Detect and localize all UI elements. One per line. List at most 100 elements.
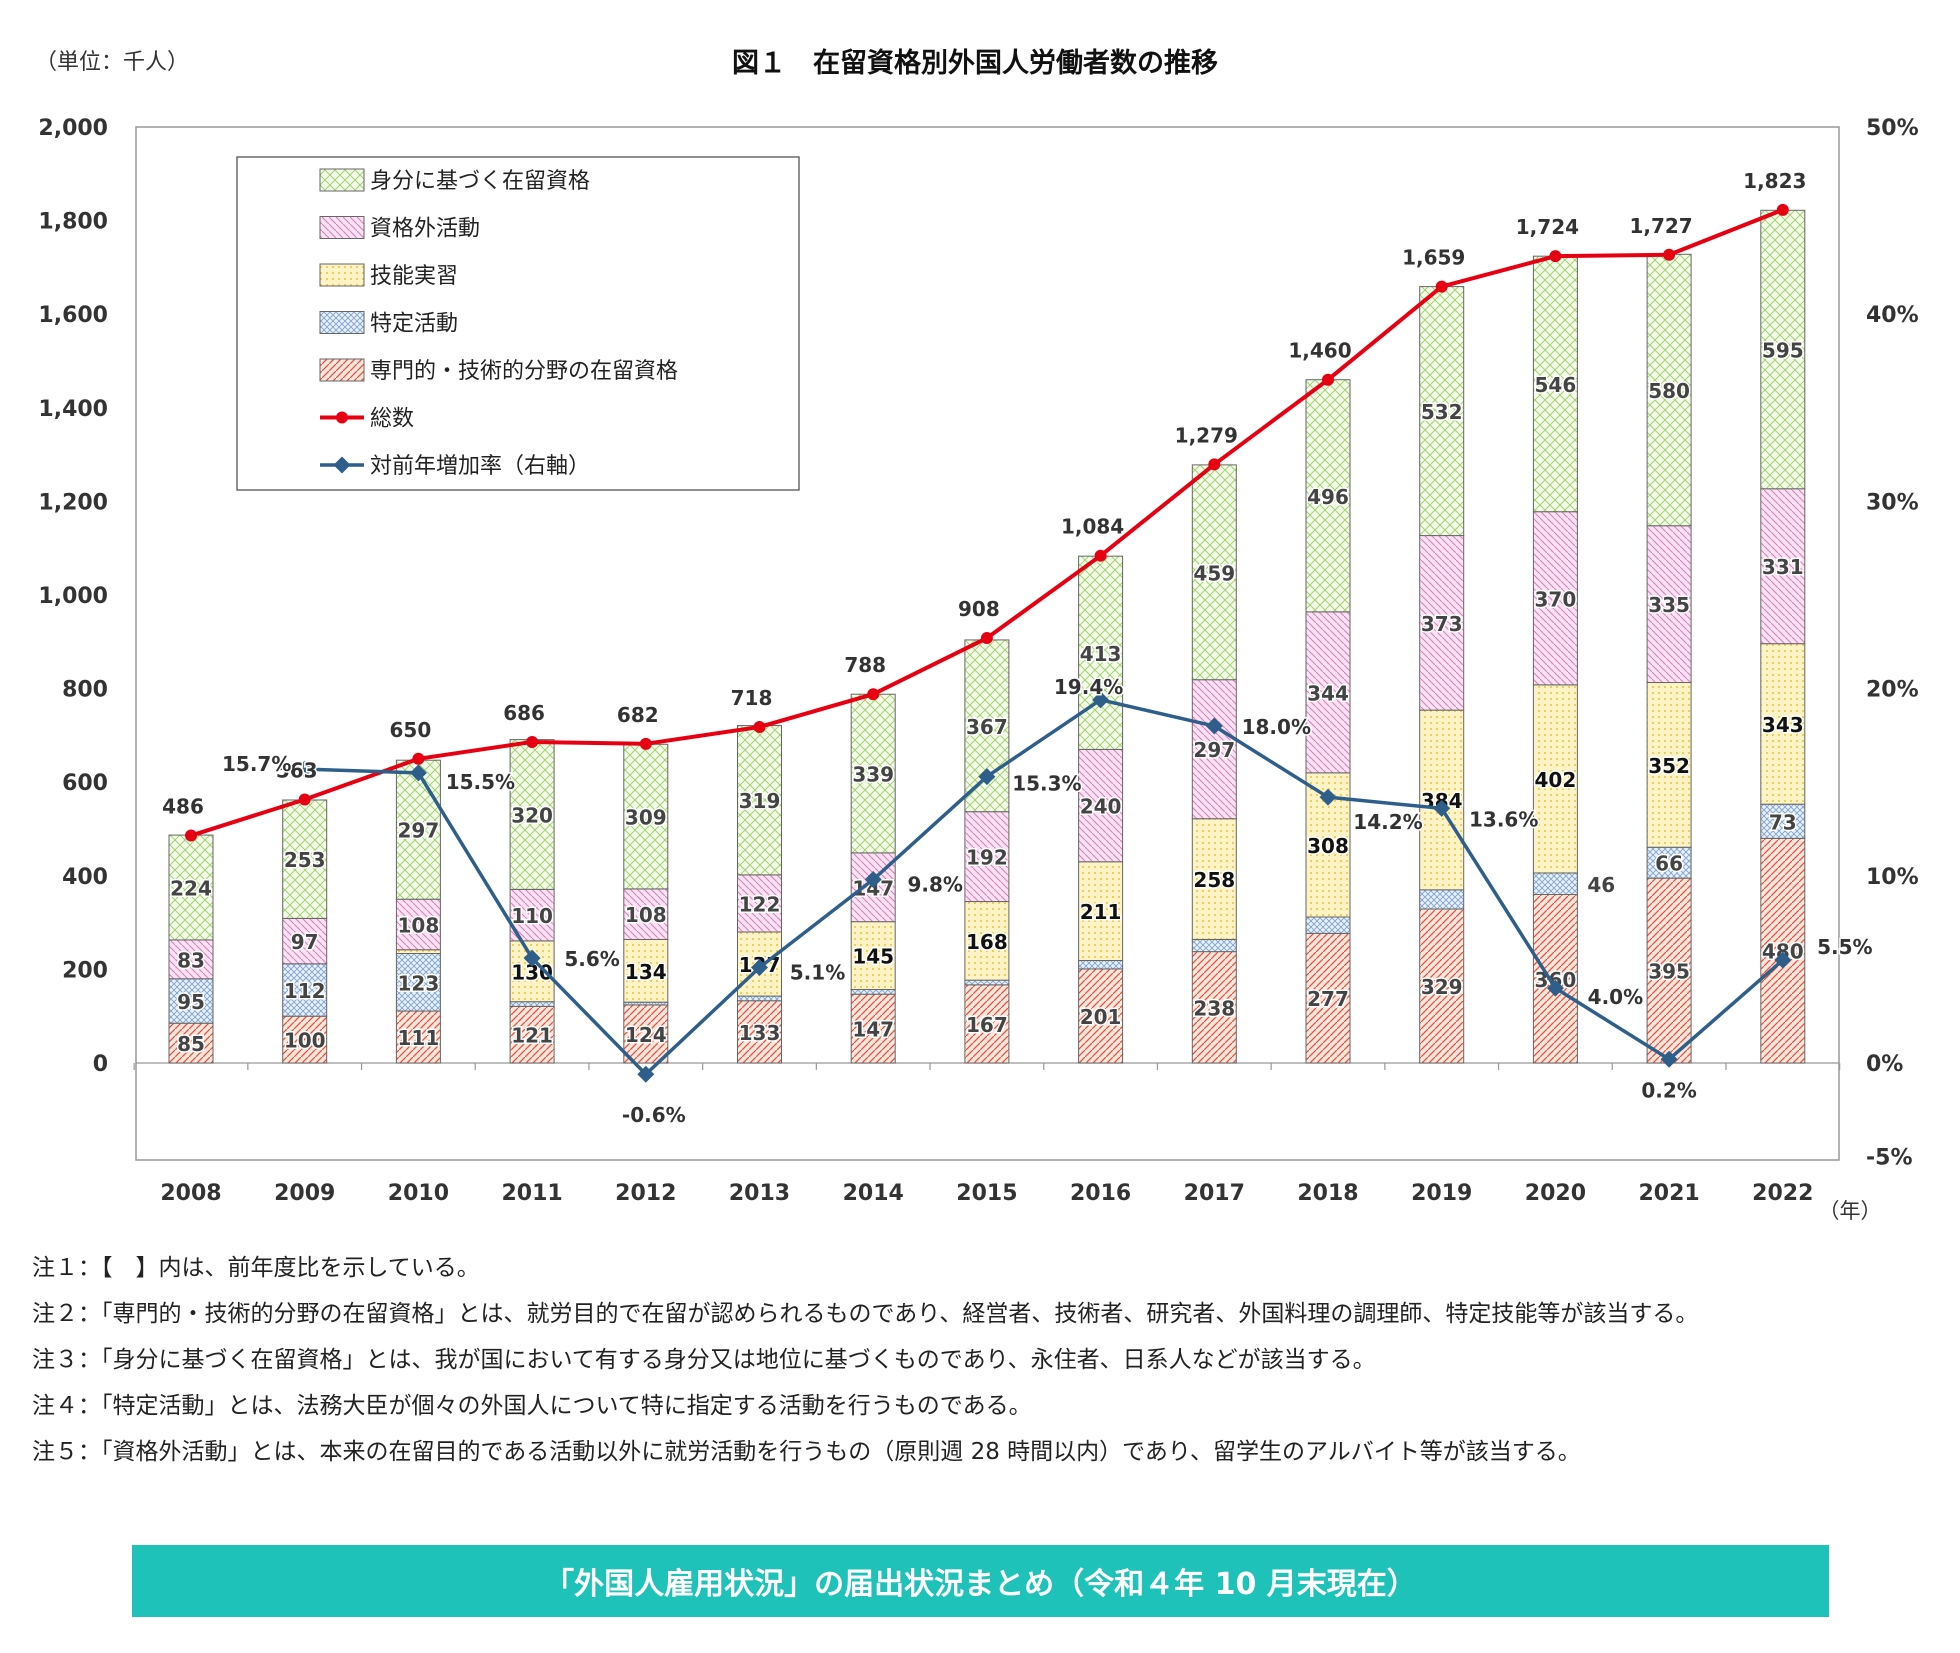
chart-title: 図１ 在留資格別外国人労働者数の推移 (732, 48, 1218, 79)
bar-label: 319 (739, 789, 781, 813)
total-label: 718 (731, 686, 773, 710)
growth-point (637, 1065, 655, 1083)
legend-label: 身分に基づく在留資格 (370, 169, 590, 194)
bar-label: 343 (1762, 713, 1804, 737)
y-left-tick-label: 600 (62, 771, 108, 796)
total-label: 486 (162, 795, 204, 819)
total-label: 1,084 (1061, 515, 1124, 539)
x-tick-label: 2020 (1525, 1181, 1586, 1206)
bar-segment (1078, 555, 1124, 750)
bar-label: 238 (1193, 996, 1235, 1020)
x-tick-label: 2010 (388, 1181, 449, 1206)
bar-segment (1305, 916, 1351, 934)
bar-segment (1419, 908, 1465, 1064)
growth-point (1774, 951, 1792, 969)
growth-label: 14.2% (1353, 810, 1422, 834)
bar-label: 339 (852, 763, 894, 787)
bar-segment (737, 874, 782, 933)
bar-label: 192 (966, 846, 1008, 870)
growth-point (864, 871, 882, 889)
total-point (1322, 373, 1334, 386)
bar-label: 108 (398, 913, 440, 937)
bar-label: 211 (1080, 900, 1122, 924)
total-point (980, 632, 993, 645)
bar-label: 133 (739, 1021, 781, 1045)
x-tick-label: 2013 (729, 1181, 790, 1206)
bar-label: 297 (1193, 738, 1235, 762)
bar-segment (964, 979, 1010, 986)
bar-label: 111 (398, 1026, 440, 1050)
bar-label: 309 (625, 806, 667, 830)
x-tick-label: 2011 (501, 1181, 562, 1206)
legend-label: 総数 (370, 407, 414, 432)
growth-point (1092, 691, 1110, 709)
bar-segment (395, 949, 441, 954)
y-left-tick-label: 1,600 (38, 303, 108, 328)
bar-segment (282, 917, 328, 965)
growth-point (409, 764, 427, 782)
bar-label: 395 (1648, 960, 1690, 984)
y-axis-left: 0 200 400 600 800 1,000 1,200 1,400 1,600 1,800 2,… (38, 116, 108, 1077)
bar-segment (1532, 894, 1578, 1064)
x-unit-label: （年） (1819, 1199, 1882, 1223)
y-right-tick-label: 10% (1866, 865, 1919, 890)
unit-label: （単位：千人） (35, 50, 189, 75)
bar-label: 97 (291, 930, 319, 954)
growth-label: 0.2% (1641, 1078, 1696, 1102)
growth-point (1319, 788, 1337, 806)
bar-segment (1191, 938, 1237, 953)
y-left-tick-label: 200 (62, 958, 108, 983)
notes: 注１：【 】内は、前年度比を示している。 注２：「専門的・技術的分野の在留資格」… (32, 1245, 1942, 1475)
growth-label: 15.7% (222, 752, 291, 776)
bar-label: 123 (398, 971, 440, 995)
bar-label: 85 (177, 1032, 205, 1056)
bar-segment (1760, 803, 1806, 839)
y-left-tick-label: 1,400 (38, 397, 108, 422)
total-label: 1,823 (1743, 169, 1806, 193)
bar-segment (1078, 861, 1124, 962)
growth-point (1205, 717, 1223, 735)
total-label: 1,724 (1516, 215, 1579, 239)
bar-segment (850, 989, 896, 995)
bar-segment (1646, 877, 1692, 1064)
bar-label: 297 (398, 819, 440, 843)
bar-label: 352 (1648, 754, 1690, 778)
bar-label: 73 (1769, 810, 1797, 834)
bar-segment (1305, 379, 1351, 613)
x-tick-label: 2019 (1411, 1181, 1472, 1206)
total-point (298, 793, 311, 806)
growth-point (1433, 799, 1451, 817)
note-4: 注４：「特定活動」とは、法務大臣が個々の外国人について特に指定する活動を行うもの… (32, 1393, 1032, 1419)
x-tick-label: 2009 (274, 1181, 335, 1206)
growth-label: 18.0% (1242, 715, 1311, 739)
y-left-tick-label: 0 (93, 1052, 108, 1077)
bar-segment (1760, 643, 1806, 805)
bar-label: 134 (625, 960, 667, 984)
bar-segment (623, 743, 669, 890)
bar-label: 331 (1762, 555, 1804, 579)
bar-label: 66 (1655, 852, 1683, 876)
line-labels: 486 563 650 686 682 718 788 908 1,084 1,279 1,460 1… (161, 167, 1874, 1128)
bar-label: 367 (966, 715, 1008, 739)
growth-point (523, 949, 541, 967)
y-axis-right: -5% 0% 10% 20% 30% 40% 50% (1866, 116, 1919, 1171)
growth-label: 15.5% (446, 770, 515, 794)
y-right-tick-label: 50% (1866, 116, 1919, 141)
bar-label: 110 (511, 904, 553, 928)
bar-label: 124 (625, 1023, 667, 1047)
growth-label: 9.8% (907, 873, 962, 897)
growth-point (751, 959, 768, 977)
bar-label: 546 (1535, 373, 1577, 397)
x-tick-label: 2017 (1184, 1181, 1245, 1206)
bar-segment (1419, 535, 1465, 711)
x-tick-label: 2022 (1752, 1181, 1813, 1206)
bar-label: 370 (1535, 587, 1577, 611)
legend-marker-total (336, 411, 348, 424)
total-point (1776, 203, 1789, 216)
bar-label: 224 (170, 877, 212, 901)
bar-segment (1532, 684, 1578, 874)
bar-segment (168, 978, 214, 1024)
growth-point (296, 760, 314, 778)
bar-segment (850, 993, 896, 1064)
bar-label: 201 (1080, 1005, 1122, 1029)
